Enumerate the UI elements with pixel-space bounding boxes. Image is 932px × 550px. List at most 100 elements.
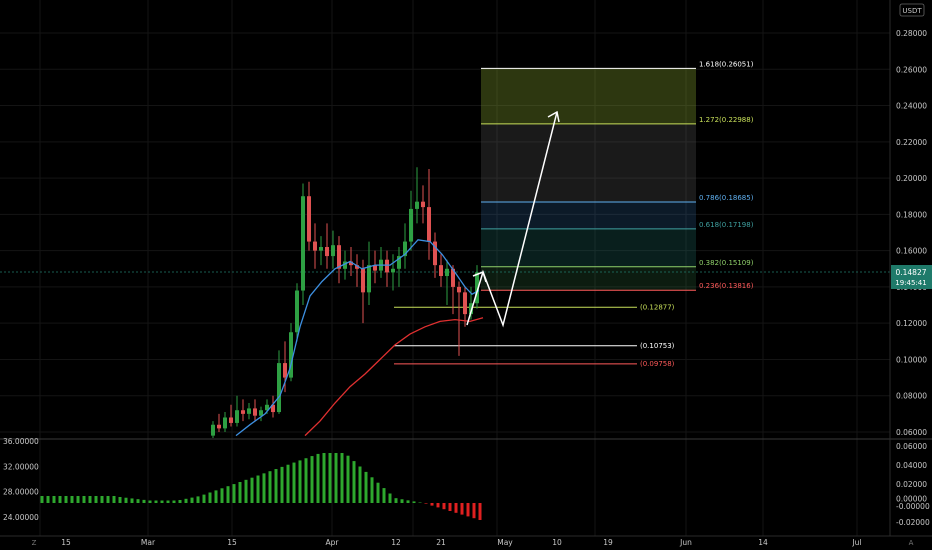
candle[interactable]: [445, 259, 449, 306]
candle[interactable]: [277, 350, 281, 414]
price-tick-label: 0.08000: [896, 392, 927, 401]
fibonacci-extension[interactable]: 1.618(0.26051) 1.272(0.22988) 0.786(0.1868…: [481, 60, 754, 291]
oscillator-right-axis: 0.06000 0.04000 0.02000 0.00000-0.00000 -0.0…: [896, 442, 930, 527]
fib-zone: [481, 68, 696, 124]
candle[interactable]: [337, 236, 341, 284]
candle[interactable]: [343, 250, 347, 280]
fib-zone: [481, 201, 696, 229]
candle[interactable]: [253, 399, 257, 422]
candle[interactable]: [361, 259, 365, 324]
candle[interactable]: [391, 254, 395, 291]
auto-scale-glyph[interactable]: A: [909, 539, 914, 547]
candle[interactable]: [301, 183, 305, 306]
osc-bar: [250, 477, 254, 503]
currency-badge-label: USDT: [902, 7, 922, 15]
osc-bar: [304, 458, 308, 503]
price-tag-countdown: 19:45:41: [895, 279, 926, 287]
candle[interactable]: [211, 421, 215, 438]
osc-bar: [226, 486, 230, 503]
fib-level-label: 1.618(0.26051): [699, 60, 754, 68]
osc-bar: [310, 456, 314, 503]
osc-bar: [370, 477, 374, 503]
candle[interactable]: [331, 230, 335, 269]
candle[interactable]: [439, 254, 443, 287]
oscillator-histogram[interactable]: [40, 453, 482, 520]
currency-badge[interactable]: USDT: [899, 3, 925, 17]
time-tick-label: 21: [436, 538, 446, 547]
candle[interactable]: [433, 232, 437, 278]
osc-bar: [400, 499, 404, 503]
candle[interactable]: [403, 223, 407, 269]
osc-bar: [106, 496, 110, 503]
candle[interactable]: [235, 395, 239, 427]
candle[interactable]: [385, 250, 389, 287]
candle[interactable]: [223, 412, 227, 432]
candle[interactable]: [259, 406, 263, 422]
time-axis[interactable]: 15 Mar 15 Apr 12 21 May 10 19 Jun 14 Jul: [61, 538, 861, 547]
candle[interactable]: [409, 190, 413, 251]
candle[interactable]: [457, 281, 461, 356]
osc-bar: [298, 460, 302, 503]
price-tick-label: 0.22000: [896, 138, 927, 147]
osc-bar: [340, 453, 344, 503]
candle[interactable]: [295, 283, 299, 342]
candle[interactable]: [271, 395, 275, 418]
time-tick-label: 15: [227, 538, 237, 547]
time-tick-label: Mar: [141, 538, 156, 547]
osc-bar: [148, 500, 152, 503]
candle[interactable]: [367, 241, 371, 306]
osc-bar: [436, 503, 440, 508]
projection-arrow[interactable]: [466, 110, 560, 328]
retrace-level-label: (0.12877): [640, 303, 675, 311]
candle[interactable]: [325, 223, 329, 269]
candle[interactable]: [421, 185, 425, 224]
candle[interactable]: [319, 236, 323, 266]
osc-bar: [100, 496, 104, 503]
osc-bar: [154, 500, 158, 503]
osc-bar: [88, 496, 92, 503]
osc-right-tick-label: 0.02000: [896, 480, 927, 489]
candle[interactable]: [415, 167, 419, 224]
candlestick-series[interactable]: [211, 167, 479, 438]
candle[interactable]: [313, 223, 317, 269]
time-tick-label: 10: [552, 538, 562, 547]
osc-bar: [334, 453, 338, 503]
timezone-glyph[interactable]: Z: [32, 539, 37, 547]
osc-bar: [196, 496, 200, 503]
candle[interactable]: [307, 181, 311, 251]
candle[interactable]: [229, 404, 233, 427]
osc-bar: [166, 500, 170, 503]
osc-bar: [70, 496, 74, 503]
candle[interactable]: [397, 247, 401, 287]
oscillator-left-axis: 36.00000 32.00000 28.00000 24.00000: [3, 437, 39, 522]
candle[interactable]: [475, 265, 479, 309]
osc-bar: [262, 473, 266, 503]
time-tick-label: May: [497, 538, 513, 547]
osc-bar: [112, 496, 116, 503]
retracement-levels[interactable]: (0.12877) (0.10753) (0.09758): [394, 303, 675, 368]
candle[interactable]: [451, 265, 455, 315]
price-tick-label: 0.18000: [896, 210, 927, 219]
osc-bar: [178, 500, 182, 503]
candle[interactable]: [217, 413, 221, 432]
time-tick-label: 14: [758, 538, 768, 547]
osc-bar: [46, 496, 50, 503]
candle[interactable]: [247, 402, 251, 420]
osc-bar: [64, 496, 68, 503]
chart-grid: [0, 0, 890, 536]
osc-bar: [280, 466, 284, 503]
price-tick-label: 0.12000: [896, 319, 927, 328]
osc-bar: [190, 497, 194, 503]
price-tag: 0.14827 19:45:41: [891, 265, 932, 289]
osc-left-tick-label: 24.00000: [3, 513, 39, 522]
price-tick-label: 0.20000: [896, 174, 927, 183]
candle[interactable]: [373, 250, 377, 284]
candle[interactable]: [241, 399, 245, 422]
candle[interactable]: [427, 169, 431, 260]
ema-fast-line: [235, 239, 480, 437]
candle[interactable]: [355, 254, 359, 287]
osc-bar: [274, 469, 278, 503]
candle[interactable]: [289, 323, 293, 382]
osc-left-tick-label: 36.00000: [3, 437, 39, 446]
